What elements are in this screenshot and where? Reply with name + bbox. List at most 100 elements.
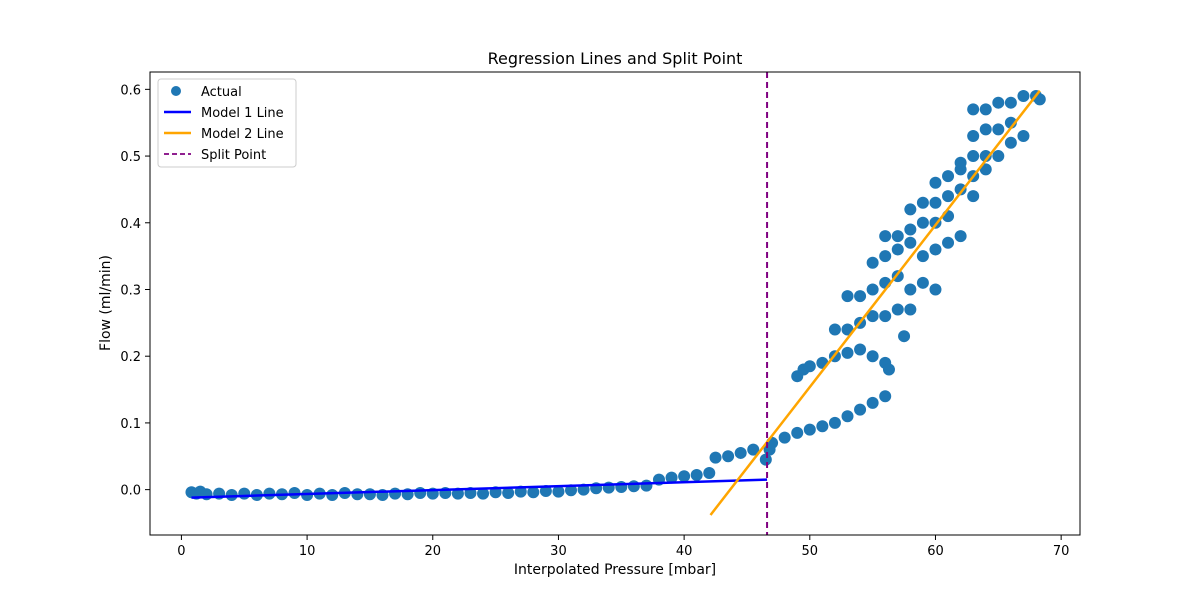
data-point [778, 431, 791, 444]
x-tick-label: 10 [299, 544, 316, 559]
data-point [841, 410, 854, 423]
data-point [828, 323, 841, 336]
data-point [954, 156, 967, 169]
data-point [967, 150, 980, 163]
data-point [967, 130, 980, 143]
data-point [363, 488, 376, 501]
data-point [992, 150, 1005, 163]
data-point [665, 471, 678, 484]
data-point [916, 250, 929, 263]
legend-label: Actual [201, 85, 242, 100]
data-point [841, 323, 854, 336]
data-point [992, 123, 1005, 136]
data-point [759, 453, 772, 466]
data-point [882, 363, 895, 376]
data-point [854, 290, 867, 303]
data-point [1004, 96, 1017, 109]
data-point [690, 468, 703, 481]
data-point [967, 190, 980, 203]
legend-box [157, 78, 297, 168]
data-point [703, 466, 716, 479]
data-point [891, 243, 904, 256]
data-point [477, 487, 490, 500]
data-point [992, 96, 1005, 109]
data-point [891, 230, 904, 243]
legend-label: Split Point [201, 148, 266, 163]
data-point [414, 486, 427, 499]
data-point [326, 488, 339, 501]
data-point [527, 486, 540, 499]
legend-marker [171, 86, 181, 96]
data-point [879, 250, 892, 263]
data-point [916, 216, 929, 229]
data-point [929, 176, 942, 189]
plot-area [185, 72, 1046, 535]
y-tick-label: 0.0 [120, 484, 141, 499]
data-point [904, 203, 917, 216]
data-point [866, 310, 879, 323]
x-tick-label: 40 [676, 544, 693, 559]
data-point [904, 283, 917, 296]
data-point [879, 390, 892, 403]
data-point [942, 170, 955, 183]
data-point [627, 480, 640, 493]
y-tick-label: 0.4 [120, 217, 141, 232]
data-point [615, 480, 628, 493]
data-point [979, 123, 992, 136]
data-point [734, 446, 747, 459]
data-point [891, 303, 904, 316]
model-2-line [709, 89, 1041, 516]
data-point [351, 488, 364, 501]
data-point [502, 486, 515, 499]
data-point [1017, 130, 1030, 143]
y-tick-label: 0.1 [120, 417, 141, 432]
chart-title: Regression Lines and Split Point [488, 49, 743, 68]
data-point [898, 330, 911, 343]
data-point [854, 403, 867, 416]
data-point [288, 486, 301, 499]
data-point [929, 243, 942, 256]
data-point [565, 484, 578, 497]
data-point [916, 276, 929, 289]
data-point [841, 346, 854, 359]
legend-label: Model 1 Line [201, 106, 284, 121]
data-point [904, 223, 917, 236]
axes-frame [149, 71, 1081, 536]
x-tick-label: 30 [550, 544, 567, 559]
data-point [791, 426, 804, 439]
data-point [389, 487, 402, 500]
data-point [942, 236, 955, 249]
data-point [747, 443, 760, 456]
legend-label: Model 2 Line [201, 127, 284, 142]
data-point [709, 451, 722, 464]
data-point [929, 196, 942, 209]
data-point [678, 470, 691, 483]
x-tick-label: 60 [927, 544, 944, 559]
data-point [879, 230, 892, 243]
data-point [979, 150, 992, 163]
data-point [929, 283, 942, 296]
data-point [1017, 90, 1030, 103]
data-point [539, 484, 552, 497]
y-tick-label: 0.5 [120, 150, 141, 165]
data-point [816, 420, 829, 433]
x-tick-label: 50 [802, 544, 819, 559]
data-point [854, 343, 867, 356]
data-point [904, 236, 917, 249]
data-point [979, 163, 992, 176]
data-point [225, 488, 238, 501]
y-tick-label: 0.6 [120, 83, 141, 98]
data-point [866, 396, 879, 409]
data-point [238, 487, 251, 500]
y-tick-label: 0.2 [120, 350, 141, 365]
data-point [954, 183, 967, 196]
data-point [803, 423, 816, 436]
y-tick-label: 0.3 [120, 283, 141, 298]
y-axis-label: Flow (ml/min) [98, 255, 114, 351]
data-point [879, 310, 892, 323]
data-point [841, 290, 854, 303]
data-point [803, 360, 816, 373]
data-point [640, 479, 653, 492]
data-point [866, 283, 879, 296]
